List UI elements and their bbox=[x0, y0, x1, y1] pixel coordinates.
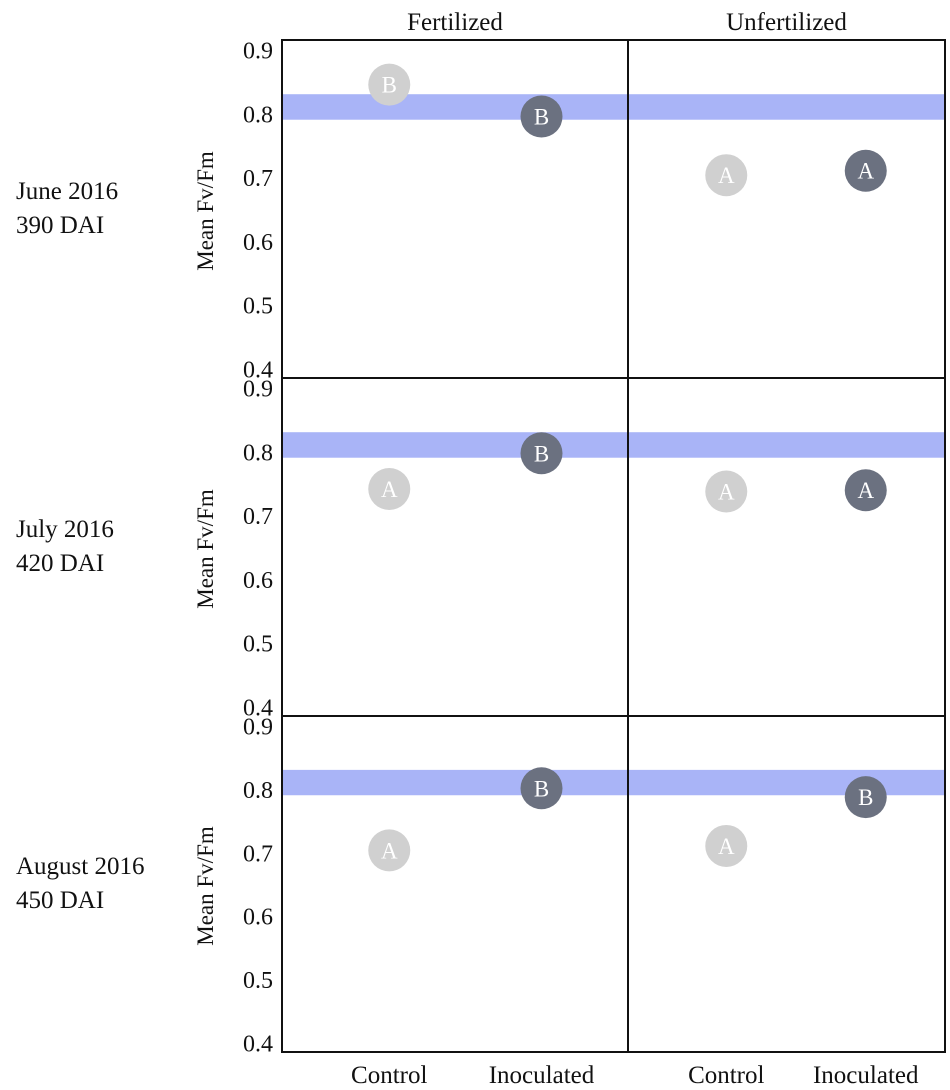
inoculated-significance-letter: A bbox=[857, 159, 874, 184]
panel-frame bbox=[627, 39, 946, 379]
y-tick-label: 0.6 bbox=[243, 905, 273, 931]
reference-band bbox=[628, 769, 945, 796]
control-significance-letter: A bbox=[381, 838, 398, 863]
y-tick-label: 0.5 bbox=[243, 632, 273, 658]
y-tick-label: 0.8 bbox=[243, 440, 273, 466]
control-point bbox=[368, 467, 411, 510]
reference-band bbox=[628, 94, 945, 120]
y-tick-label: 0.4 bbox=[243, 357, 273, 383]
column-header: Fertilized bbox=[407, 9, 503, 36]
y-axis-label: Mean Fv/Fm bbox=[193, 826, 218, 946]
control-point bbox=[368, 63, 411, 106]
reference-band bbox=[282, 94, 628, 120]
control-significance-letter: A bbox=[718, 834, 735, 859]
y-tick-label: 0.9 bbox=[243, 39, 273, 65]
y-tick-label: 0.9 bbox=[243, 715, 273, 741]
row-label-date: June 2016 bbox=[16, 178, 118, 205]
x-category-label: Inoculated bbox=[489, 1062, 595, 1089]
y-tick-label: 0.4 bbox=[243, 1031, 273, 1057]
control-significance-letter: A bbox=[718, 480, 735, 505]
inoculated-significance-letter: B bbox=[534, 105, 549, 130]
y-tick-label: 0.6 bbox=[243, 568, 273, 594]
y-tick-label: 0.9 bbox=[243, 377, 273, 403]
row-label-dai: 450 DAI bbox=[16, 887, 104, 914]
column-header: Unfertilized bbox=[726, 9, 847, 36]
inoculated-point bbox=[520, 432, 563, 475]
y-tick-label: 0.7 bbox=[243, 166, 273, 192]
control-significance-letter: B bbox=[382, 73, 397, 98]
reference-band bbox=[282, 432, 628, 458]
panel-frame bbox=[281, 377, 629, 717]
inoculated-point bbox=[520, 95, 563, 138]
panel-frame bbox=[627, 715, 946, 1053]
reference-band bbox=[282, 769, 628, 796]
x-category-label: Inoculated bbox=[813, 1062, 919, 1089]
inoculated-point bbox=[520, 767, 563, 810]
panel-frame bbox=[627, 377, 946, 717]
reference-band bbox=[628, 432, 945, 458]
inoculated-point bbox=[844, 776, 887, 819]
y-tick-label: 0.7 bbox=[243, 841, 273, 867]
row-label-dai: 420 DAI bbox=[16, 550, 104, 577]
y-tick-label: 0.7 bbox=[243, 504, 273, 530]
row-label-dai: 390 DAI bbox=[16, 212, 104, 239]
control-point bbox=[705, 470, 748, 513]
control-point bbox=[705, 824, 748, 867]
inoculated-point bbox=[844, 149, 887, 192]
y-axis-label: Mean Fv/Fm bbox=[193, 489, 218, 609]
inoculated-significance-letter: A bbox=[857, 478, 874, 503]
control-point bbox=[368, 829, 411, 872]
y-axis-label: Mean Fv/Fm bbox=[193, 151, 218, 271]
inoculated-point bbox=[844, 469, 887, 512]
inoculated-significance-letter: B bbox=[534, 441, 549, 466]
y-tick-label: 0.5 bbox=[243, 968, 273, 994]
x-category-label: Control bbox=[351, 1062, 427, 1089]
y-tick-label: 0.4 bbox=[243, 695, 273, 721]
row-label-date: July 2016 bbox=[16, 516, 114, 543]
panel-frame bbox=[281, 715, 629, 1053]
y-tick-label: 0.6 bbox=[243, 230, 273, 256]
y-tick-label: 0.8 bbox=[243, 102, 273, 128]
inoculated-significance-letter: B bbox=[858, 785, 873, 810]
y-tick-label: 0.5 bbox=[243, 294, 273, 320]
x-category-label: Control bbox=[688, 1062, 764, 1089]
control-point bbox=[705, 154, 748, 197]
inoculated-significance-letter: B bbox=[534, 776, 549, 801]
row-label-date: August 2016 bbox=[16, 853, 144, 880]
control-significance-letter: A bbox=[381, 477, 398, 502]
control-significance-letter: A bbox=[718, 163, 735, 188]
panel-frame bbox=[281, 39, 629, 379]
y-tick-label: 0.8 bbox=[243, 778, 273, 804]
